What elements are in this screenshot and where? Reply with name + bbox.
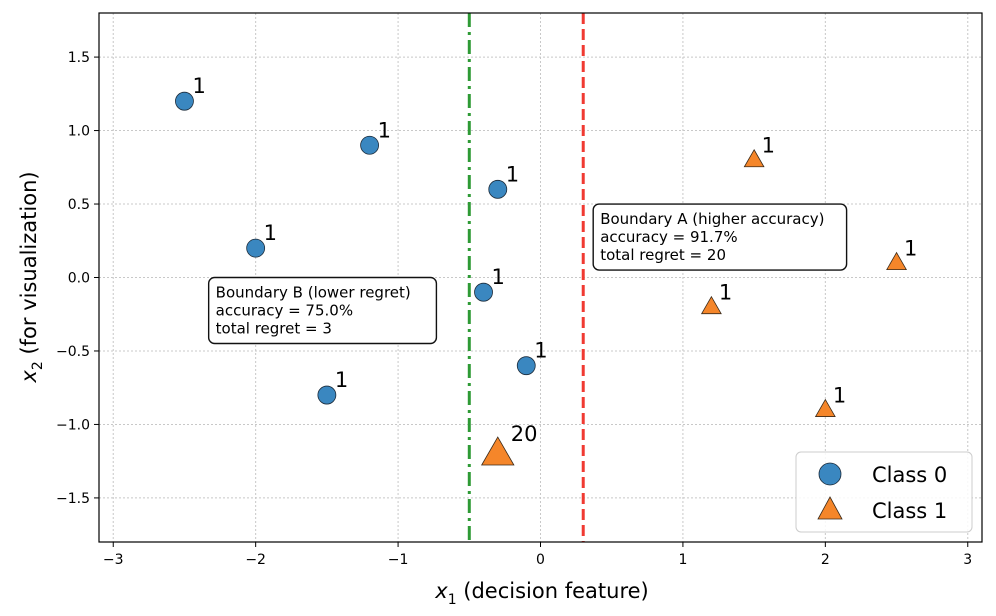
data-points [175,91,908,466]
point-weight-label: 20 [511,422,538,446]
annotation-line: accuracy = 91.7% [600,228,737,246]
class-0-point [175,91,194,111]
annotation-boxes: Boundary A (higher accuracy)accuracy = 9… [207,203,848,345]
point-weight-label: 1 [534,339,547,363]
point-weight-label: 1 [904,236,917,260]
x-tick-label: −1 [388,552,409,568]
annotation-line: total regret = 20 [600,246,726,264]
axes: −3 −2 −1 0 1 2 3 1.5 1.0 0.5 0.0 −0.5 −1.0 −1.5 [56,12,983,568]
x-tick-label: 0 [536,552,545,568]
class-0-point [317,385,337,405]
class-1-point [700,295,722,315]
x-tick-label: 2 [821,552,830,568]
point-weight-label: 1 [264,221,277,245]
point-weight-label: 1 [506,162,519,186]
class-0-point [488,179,508,199]
x-axis-label: x1 (decision feature) [434,579,648,608]
annotation-line: accuracy = 75.0% [216,302,353,320]
plot-frame [98,12,983,543]
y-tick-label: −1.5 [56,491,90,507]
x-tick-label: 3 [963,552,972,568]
point-weight-label: 1 [192,74,205,98]
legend-entry-label: Class 0 [872,463,947,487]
y-tick-label: −0.5 [56,344,90,360]
point-weight-label: 1 [762,133,775,157]
annotation-line: Boundary B (lower regret) [216,284,411,302]
annotation-box [207,276,438,345]
annotation-boundary-b: Boundary B (lower regret)accuracy = 75.0… [207,276,438,345]
x-tick-label: −3 [103,552,124,568]
legend: Class 0 Class 1 [795,451,973,533]
annotation-boundary-a: Boundary A (higher accuracy)accuracy = 9… [592,203,848,271]
y-tick-label: 1.0 [68,124,90,140]
legend-entry-label: Class 1 [872,499,947,523]
y-tick-label: 0.0 [68,271,90,287]
y-tick-label: 0.5 [68,197,90,213]
annotation-line: Boundary A (higher accuracy) [600,210,824,228]
class-1-point [886,251,908,271]
class-1-point [743,148,765,168]
point-weight-label: 1 [719,280,732,304]
decision-boundaries [467,13,585,542]
point-weight-label: 1 [378,118,391,142]
legend-class-0-marker [818,462,842,486]
point-weight-labels: 1 1 1 1 1 1 1 1 1 1 1 20 [192,74,917,446]
class-0-point [474,282,493,302]
class-0-point [246,238,266,258]
y-axis-label: x2 (for visualization) [17,171,46,383]
class-1-point [480,436,515,466]
class-1-point [814,398,836,417]
point-weight-label: 1 [492,265,505,289]
class-0-point [516,356,536,376]
annotation-line: total regret = 3 [216,320,332,338]
point-weight-label: 1 [335,368,348,392]
y-tick-label: 1.5 [68,50,90,66]
annotation-box [592,203,848,271]
legend-class-1-marker [817,496,843,520]
point-weight-label: 1 [833,383,846,407]
x-tick-label: 1 [678,552,687,568]
x-tick-label: −2 [245,552,266,568]
class-0-point [360,135,379,155]
y-tick-label: −1.0 [56,417,90,433]
